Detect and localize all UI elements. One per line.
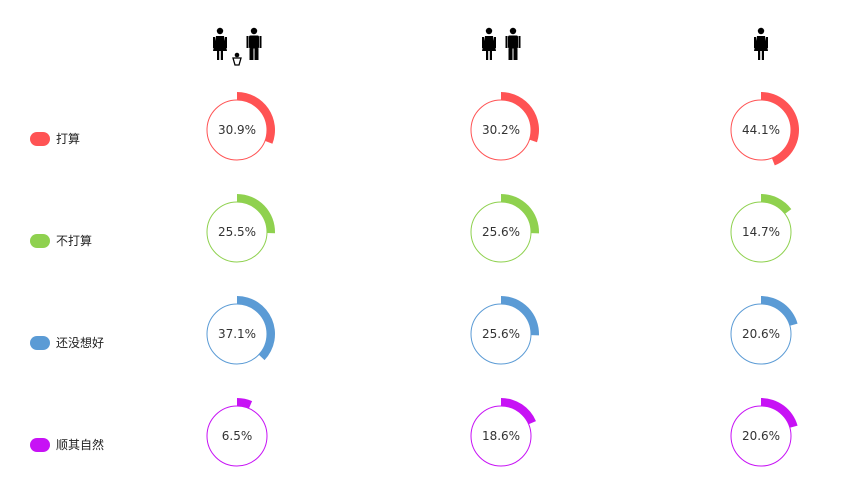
legend-label: 还没想好 [56, 336, 105, 350]
ring-slice[interactable] [761, 92, 800, 166]
legend-label: 不打算 [56, 234, 93, 248]
legend-label: 顺其自然 [56, 438, 105, 452]
woman-dress [754, 36, 768, 51]
man-leg [249, 48, 254, 60]
woman-arm [754, 37, 756, 48]
couple-with-baby-icon [213, 27, 262, 66]
ring-value-label: 20.6% [742, 429, 780, 443]
ring-slice[interactable] [237, 194, 275, 234]
man-head [250, 27, 258, 35]
ring-value-label: 14.7% [742, 225, 780, 239]
woman-arm [213, 37, 215, 48]
man-arm [518, 36, 521, 48]
ring-value-label: 30.2% [482, 123, 520, 137]
ring-chart[interactable]: 18.6% [470, 398, 536, 467]
ring-value-label: 25.6% [482, 225, 520, 239]
man-arm [246, 36, 249, 48]
ring-chart[interactable]: 6.5% [206, 398, 268, 467]
ring-slice[interactable] [761, 398, 798, 428]
ring-slice[interactable] [501, 296, 539, 336]
ring-chart[interactable]: 30.2% [470, 92, 540, 161]
ring-value-label: 25.5% [218, 225, 256, 239]
ring-value-label: 30.9% [218, 123, 256, 137]
ring-chart[interactable]: 20.6% [730, 398, 798, 467]
man-leg [254, 48, 259, 60]
ring-chart[interactable]: 30.9% [206, 91, 275, 161]
woman-head [216, 27, 224, 35]
ring-slice[interactable] [237, 91, 275, 144]
woman-arm [494, 37, 496, 48]
woman-leg [217, 51, 220, 60]
woman-leg [220, 51, 223, 60]
ring-value-label: 44.1% [742, 123, 780, 137]
baby-head [234, 52, 240, 58]
ring-slice[interactable] [501, 398, 536, 425]
woman-leg [761, 51, 764, 60]
ring-slice[interactable] [237, 296, 275, 361]
woman-arm [225, 37, 227, 48]
ring-value-label: 25.6% [482, 327, 520, 341]
woman-arm [482, 37, 484, 48]
ring-slice[interactable] [237, 398, 253, 409]
man-leg [513, 48, 518, 60]
legend-item-let-nature[interactable]: 顺其自然 [30, 436, 104, 453]
legend-swatch [30, 233, 50, 248]
ring-slice[interactable] [501, 92, 540, 143]
ring-chart[interactable]: 37.1% [206, 296, 275, 365]
legend-swatch [30, 335, 50, 350]
woman-head [757, 27, 765, 35]
legend-swatch [30, 131, 50, 146]
woman-leg [489, 51, 492, 60]
ring-chart[interactable]: 25.6% [470, 194, 540, 263]
man-head [509, 27, 517, 35]
legend-item-plan[interactable]: 打算 [30, 130, 80, 147]
woman-icon [754, 27, 768, 60]
legend-swatch [30, 437, 50, 452]
ring-slice[interactable] [761, 296, 798, 326]
woman-head [485, 27, 493, 35]
woman-leg [758, 51, 761, 60]
ring-chart[interactable]: 44.1% [730, 92, 800, 166]
woman-arm [766, 37, 768, 48]
ring-value-label: 37.1% [218, 327, 256, 341]
ring-chart[interactable]: 14.7% [730, 194, 792, 263]
ring-slice[interactable] [501, 194, 540, 234]
baby-body [232, 57, 242, 66]
woman-dress [482, 36, 496, 51]
man-torso [249, 35, 259, 49]
man-arm [259, 36, 262, 48]
legend-label: 打算 [56, 132, 81, 146]
woman-leg [486, 51, 489, 60]
ring-chart[interactable]: 25.6% [470, 296, 539, 365]
woman-dress [213, 36, 227, 51]
ring-value-label: 18.6% [482, 429, 520, 443]
couple-icon [482, 27, 521, 60]
ring-value-label: 20.6% [742, 327, 780, 341]
legend-item-undecided[interactable]: 还没想好 [30, 334, 104, 351]
man-torso [508, 35, 518, 49]
ring-chart[interactable]: 25.5% [206, 194, 275, 263]
ring-slice[interactable] [761, 194, 792, 214]
ring-value-label: 6.5% [222, 429, 253, 443]
man-leg [508, 48, 513, 60]
ring-chart[interactable]: 20.6% [730, 296, 798, 365]
legend-item-no-plan[interactable]: 不打算 [30, 232, 92, 249]
man-arm [505, 36, 508, 48]
